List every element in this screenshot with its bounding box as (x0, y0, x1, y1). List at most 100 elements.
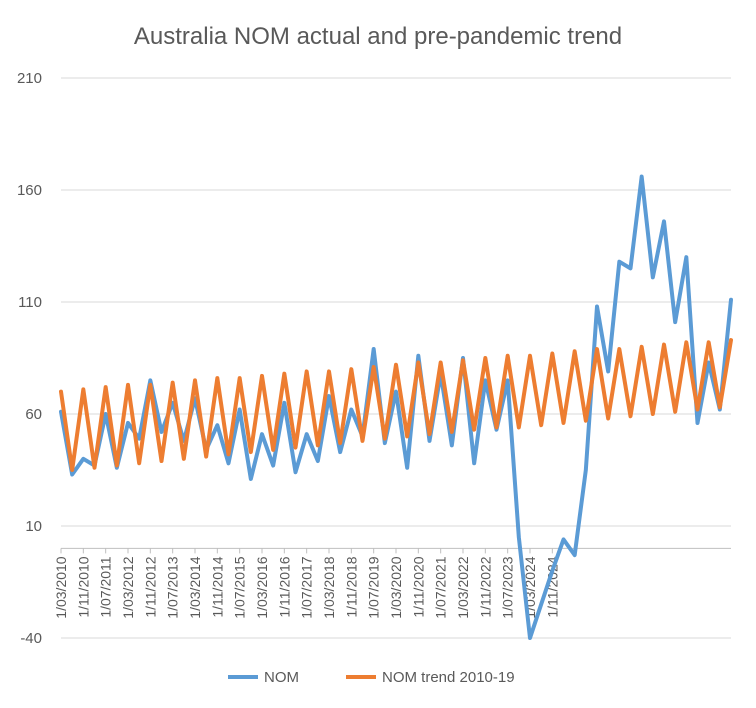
trend-data-point (429, 433, 430, 435)
nom-data-point (574, 554, 576, 556)
x-tick-label: 1/07/2021 (433, 556, 449, 618)
trend-data-point (71, 469, 73, 471)
x-tick-label: 1/07/2013 (165, 556, 181, 618)
trend-data-point (406, 435, 408, 437)
trend-data-point (462, 359, 464, 361)
legend: NOM NOM trend 2010-19 (228, 669, 515, 686)
nom-data-point (518, 536, 520, 538)
nom-data-point (719, 409, 721, 411)
trend-data-point (674, 411, 676, 413)
nom-data-point (484, 379, 486, 381)
x-tick-label: 1/03/2012 (120, 556, 136, 618)
nom-data-point (708, 361, 710, 363)
trend-data-point (496, 426, 497, 428)
trend-data-point (350, 368, 352, 370)
trend-data-point (641, 346, 643, 348)
trend-data-point (183, 458, 185, 460)
x-tick-label: 1/11/2022 (477, 556, 493, 617)
nom-data-point (585, 469, 587, 471)
nom-data-point (127, 422, 129, 424)
x-tick-label: 1/03/2016 (254, 556, 270, 618)
trend-data-point (384, 438, 386, 440)
y-tick-label: 110 (18, 294, 42, 311)
nom-data-point (429, 440, 430, 442)
x-tick-label: 1/07/2011 (98, 556, 114, 617)
nom-data-point (618, 261, 620, 263)
nom-data-point (328, 395, 330, 397)
trend-data-point (596, 348, 598, 350)
trend-data-point (317, 444, 319, 446)
trend-data-point (60, 391, 62, 393)
trend-data-point (272, 449, 274, 451)
nom-data-point (563, 538, 564, 540)
x-tick-label: 1/11/2018 (343, 556, 359, 617)
trend-data-point (730, 339, 732, 341)
trend-data-point (685, 341, 687, 343)
trend-data-point (194, 379, 196, 381)
nom-data-point (216, 424, 218, 426)
y-tick-label: 60 (25, 406, 42, 423)
nom-data-point (697, 422, 698, 424)
x-tick-label: 1/03/2010 (53, 556, 69, 618)
trend-data-point (540, 424, 542, 426)
trend-data-point (574, 350, 576, 352)
nom-data-point (295, 471, 296, 473)
x-tick-label: 1/11/2014 (209, 556, 225, 617)
trend-data-point (283, 373, 285, 375)
trend-data-point (161, 460, 162, 462)
trend-data-point (652, 413, 654, 415)
nom-data-point (395, 391, 397, 393)
nom-data-point (105, 413, 107, 415)
nom-data-point (250, 478, 252, 480)
x-tick-label: 1/11/2016 (276, 556, 292, 617)
nom-data-point (540, 603, 542, 605)
nom-data-point (306, 433, 308, 435)
nom-data-point (283, 402, 285, 404)
trend-data-point (618, 348, 620, 350)
x-axis: 1/03/2010 1/11/2010 1/07/2011 1/03/2012 1/11… (53, 547, 731, 619)
trend-data-point (82, 388, 84, 390)
nom-data-point (317, 460, 319, 462)
nom-data-point (384, 442, 386, 444)
nom-data-point (228, 462, 229, 464)
nom-data-point (406, 467, 408, 469)
trend-data-point (328, 370, 330, 372)
chart-title: Australia NOM actual and pre-pandemic tr… (134, 23, 622, 50)
x-tick-label: 1/03/2018 (321, 556, 337, 618)
nom-data-point (652, 276, 654, 278)
nom-data-point (149, 379, 151, 381)
nom-data-point (451, 444, 453, 446)
nom-data-point (183, 440, 185, 442)
nom-data-point (138, 438, 140, 440)
trend-data-point (507, 355, 509, 357)
trend-data-point (228, 453, 229, 455)
x-tick-label: 1/03/2014 (187, 556, 203, 618)
nom-data-point (496, 429, 497, 431)
nom-data-point (239, 409, 241, 411)
nom-data-point (730, 299, 732, 301)
nom-data-point (194, 397, 196, 399)
nom-data-point (551, 570, 553, 572)
x-tick-label: 1/07/2015 (232, 556, 248, 618)
trend-data-point (306, 370, 308, 372)
nom-data-point (663, 220, 665, 222)
trend-data-point (362, 440, 363, 442)
trend-data-point (373, 366, 375, 368)
trend-data-point (239, 377, 241, 379)
nom-data-point (596, 305, 598, 307)
trend-data-point (563, 422, 564, 424)
x-tick-label: 1/03/2022 (455, 556, 471, 618)
x-tick-label: 1/07/2019 (366, 556, 382, 618)
trend-data-point (697, 409, 698, 411)
nom-data-point (172, 402, 174, 404)
trend-data-point (529, 355, 531, 357)
nom-data-point (71, 473, 73, 475)
trend-data-point (295, 447, 296, 449)
y-tick-label: 10 (25, 518, 42, 535)
nom-data-point (674, 321, 676, 323)
trend-data-point (116, 465, 118, 467)
gridlines (61, 77, 731, 639)
trend-data-point (138, 462, 140, 464)
